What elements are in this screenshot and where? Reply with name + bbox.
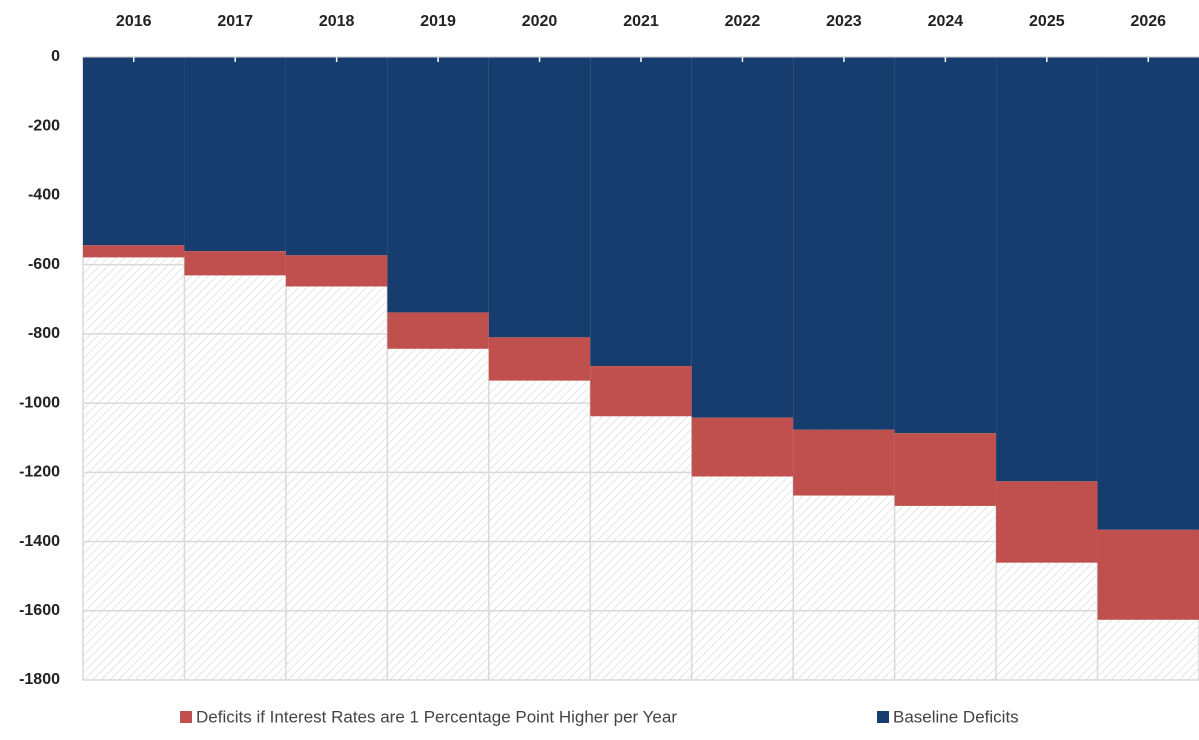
bar: [793, 57, 895, 430]
x-tick-label: 2020: [522, 13, 558, 30]
bar: [488, 337, 591, 381]
x-tick-label: 2019: [420, 13, 456, 30]
x-tick-label: 2021: [623, 13, 659, 30]
bar: [1097, 529, 1199, 620]
bar: [996, 481, 1098, 563]
bar: [590, 57, 692, 367]
bar: [285, 255, 388, 287]
legend-label: Baseline Deficits: [893, 707, 1019, 726]
bar: [691, 417, 794, 477]
bar: [488, 57, 591, 338]
bar: [691, 57, 794, 418]
legend-swatch: [877, 711, 889, 723]
bar: [387, 312, 489, 349]
y-tick-label: -400: [28, 187, 60, 204]
y-tick-label: 0: [51, 48, 60, 65]
x-tick-label: 2023: [826, 13, 862, 30]
bar: [387, 57, 489, 313]
x-tick-label: 2025: [1029, 13, 1065, 30]
x-tick-label: 2016: [116, 13, 152, 30]
y-tick-label: -200: [28, 117, 60, 134]
legend-swatch: [180, 711, 192, 723]
y-tick-label: -1000: [19, 394, 60, 411]
x-tick-label: 2018: [319, 13, 355, 30]
bar: [894, 57, 997, 434]
bar: [1097, 57, 1199, 530]
x-tick-label: 2022: [725, 13, 761, 30]
bar: [285, 57, 388, 256]
y-tick-label: -1200: [19, 464, 60, 481]
y-tick-label: -1600: [19, 602, 60, 619]
x-tick-label: 2026: [1130, 13, 1166, 30]
bar: [184, 251, 286, 276]
bar: [83, 57, 185, 246]
bar: [996, 57, 1098, 482]
y-tick-label: -600: [28, 256, 60, 273]
bar: [184, 57, 286, 252]
x-tick-label: 2024: [928, 13, 964, 30]
bar: [590, 366, 692, 417]
y-tick-label: -1400: [19, 533, 60, 550]
y-tick-label: -1800: [19, 671, 60, 688]
y-tick-label: -800: [28, 325, 60, 342]
bar: [83, 245, 185, 258]
x-tick-label: 2017: [217, 13, 253, 30]
legend-label: Deficits if Interest Rates are 1 Percent…: [196, 707, 677, 726]
bar: [894, 433, 997, 506]
bar: [793, 429, 895, 496]
